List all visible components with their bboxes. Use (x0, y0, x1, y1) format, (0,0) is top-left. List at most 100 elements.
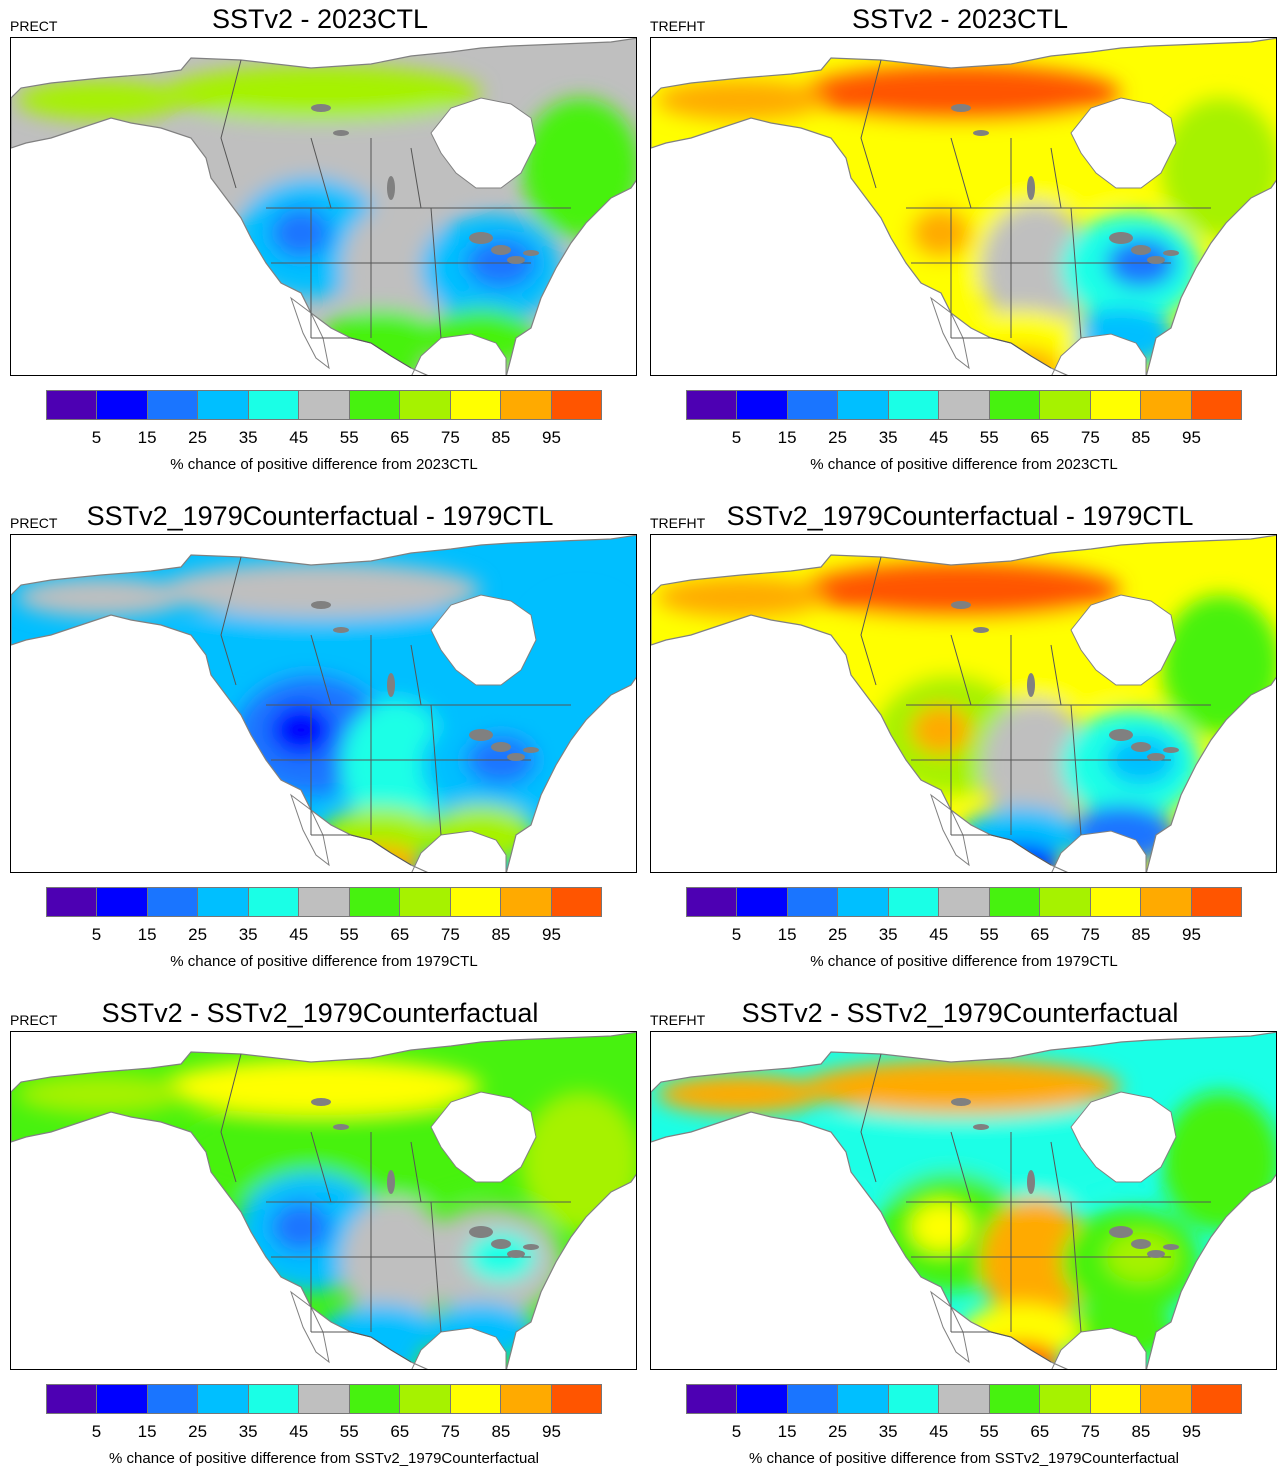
colorbar-segment (1141, 391, 1192, 419)
map-svg (651, 38, 1276, 375)
colorbar-segment (1191, 391, 1241, 419)
colorbar-tick-label: 95 (1181, 1422, 1201, 1441)
colorbar-tick-label: 75 (440, 1422, 460, 1441)
colorbar-segment (1141, 888, 1192, 916)
map-svg (11, 535, 636, 872)
colorbar-segment (450, 391, 502, 419)
lake (1131, 1239, 1151, 1249)
lake (491, 742, 511, 752)
lake (1131, 742, 1151, 752)
field-alaska (656, 577, 826, 617)
border-line (950, 1131, 972, 1203)
colorbar-tick-label: 5 (731, 1422, 742, 1441)
map-frame (10, 534, 637, 873)
border-line (311, 337, 412, 369)
gulf-of-mexico (1051, 333, 1147, 375)
border-line (951, 1331, 1052, 1363)
lake (523, 747, 539, 753)
lake (311, 601, 331, 609)
field-west-core (911, 208, 971, 258)
colorbar-tick-label: 35 (878, 1422, 898, 1441)
gulf-of-mexico (411, 333, 507, 375)
colorbar-tick-label: 85 (491, 925, 511, 944)
colorbar-ticks: 5 15 25 35 45 55 65 75 85 95 (686, 1422, 1242, 1442)
colorbar-segment (349, 888, 401, 916)
border-line (410, 147, 422, 209)
border-line (1050, 644, 1062, 706)
map-svg (651, 535, 1276, 872)
colorbar-tick-label: 75 (1080, 428, 1100, 447)
colorbar-segment (450, 1385, 502, 1413)
variable-label: TREFHT (650, 515, 706, 531)
colorbar-segment (989, 888, 1041, 916)
lake (973, 130, 989, 136)
colorbar-tick-label: 25 (828, 1422, 848, 1441)
colorbar-segment (198, 391, 249, 419)
field-north (161, 1059, 481, 1115)
coastline (651, 1032, 1276, 1369)
lake (1147, 256, 1165, 264)
border-line (220, 556, 242, 686)
border-line (311, 1331, 412, 1363)
lake (333, 130, 349, 136)
map-frame (650, 534, 1277, 873)
field-north (801, 1059, 1121, 1115)
border-line (311, 834, 412, 866)
colorbar-tick-label: 35 (238, 925, 258, 944)
colorbar-segment (147, 888, 199, 916)
colorbar-tick-label: 65 (1030, 925, 1050, 944)
colorbar-segment (888, 391, 940, 419)
field-blobs (656, 1059, 1276, 1369)
colorbar-segment (248, 1385, 300, 1413)
colorbar-segment (989, 391, 1041, 419)
political-borders (860, 556, 1211, 866)
map-panel: PRECT SSTv2 - SSTv2_1979Counterfactual 5 15… (0, 994, 640, 1484)
gulf-of-mexico (1051, 1327, 1147, 1369)
lake (1027, 176, 1035, 200)
colorbar-caption: % chance of positive difference from 197… (170, 953, 478, 970)
lake (1147, 1250, 1165, 1258)
colorbar-tick-label: 15 (777, 1422, 797, 1441)
panel-title: SSTv2 - 2023CTL (851, 4, 1069, 34)
colorbar-segment (248, 391, 300, 419)
gulf-of-mexico (411, 830, 507, 872)
colorbar-ticks: 5 15 25 35 45 55 65 75 85 95 (46, 925, 602, 945)
border-line (220, 59, 242, 189)
colorbar-tick-label: 85 (1131, 1422, 1151, 1441)
border-line (310, 634, 332, 706)
lake (333, 627, 349, 633)
colorbar-segment (147, 391, 199, 419)
field-alaska (16, 577, 186, 617)
border-line (430, 207, 442, 339)
colorbar-tick-label: 65 (390, 1422, 410, 1441)
colorbar-segment (737, 391, 788, 419)
lake (1109, 1226, 1133, 1238)
colorbar-segment (349, 1385, 401, 1413)
colorbar-tick-label: 45 (929, 925, 949, 944)
hudson-bay (430, 594, 537, 686)
lakes (951, 1098, 1179, 1258)
map-panel: TREFHT SSTv2 - 2023CTL 5 15 25 35 45 55 65 75 85 95… (640, 0, 1280, 490)
lake (1109, 232, 1133, 244)
colorbar-segment (1090, 888, 1142, 916)
colorbar-segment (787, 1385, 839, 1413)
field-north (801, 65, 1121, 121)
hudson-bay (1070, 594, 1177, 686)
lake (951, 601, 971, 609)
border-line (860, 1053, 882, 1183)
lake (507, 753, 525, 761)
colorbar-tick-label: 55 (979, 925, 999, 944)
colorbar-segment (349, 391, 401, 419)
colorbar-segment (888, 1385, 940, 1413)
colorbar-segment (737, 1385, 788, 1413)
lakes (951, 601, 1179, 761)
colorbar-segment (299, 1385, 350, 1413)
colorbar-tick-label: 25 (188, 925, 208, 944)
lake (333, 1124, 349, 1130)
colorbar-tick-label: 5 (731, 428, 742, 447)
colorbar-ticks: 5 15 25 35 45 55 65 75 85 95 (686, 428, 1242, 448)
colorbar-tick-label: 95 (1181, 428, 1201, 447)
colorbar-tick-label: 75 (1080, 925, 1100, 944)
colorbar-tick-label: 35 (878, 428, 898, 447)
field-canada-mid (811, 1097, 1151, 1207)
